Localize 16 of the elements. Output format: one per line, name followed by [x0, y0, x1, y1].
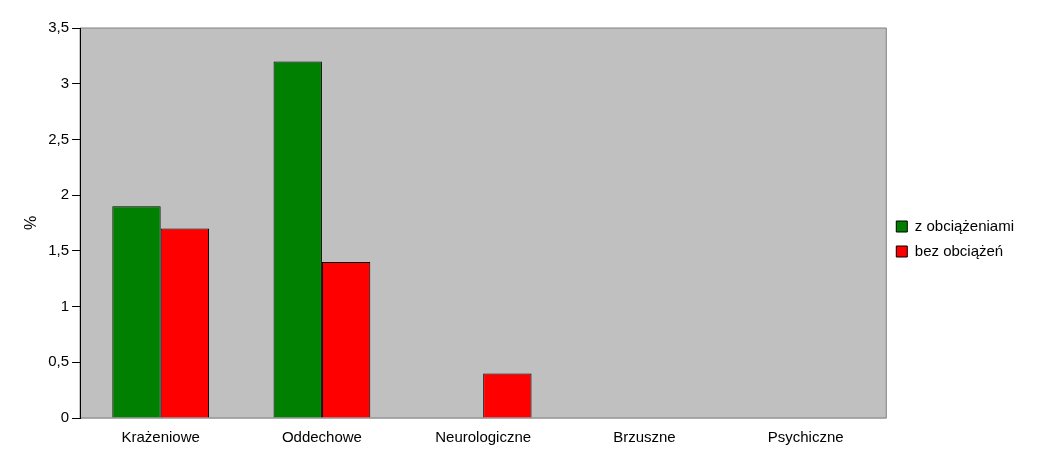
y-tick-label: 2 — [60, 185, 70, 203]
x-tick-label: Krażeniowe — [121, 428, 200, 446]
x-tick-label: Psychiczne — [767, 428, 844, 446]
y-tick-label: 2,5 — [48, 129, 70, 147]
legend-label: z obciążeniami — [914, 216, 1014, 234]
y-tick-label: 3,5 — [48, 18, 70, 36]
y-tick-label: 0 — [60, 408, 70, 426]
x-tick-label: Neurologiczne — [435, 428, 532, 446]
y-tick-label: 0,5 — [48, 352, 70, 370]
y-tick-label: 1 — [60, 296, 70, 314]
y-tick-label: 3 — [60, 73, 70, 91]
y-tick-label: 1,5 — [48, 241, 70, 258]
x-tick-label: Brzuszne — [613, 428, 676, 446]
legend-label: bez obciążeń — [914, 241, 1004, 259]
y-axis-title: % — [22, 215, 40, 231]
x-tick-label: Oddechowe — [281, 428, 362, 446]
